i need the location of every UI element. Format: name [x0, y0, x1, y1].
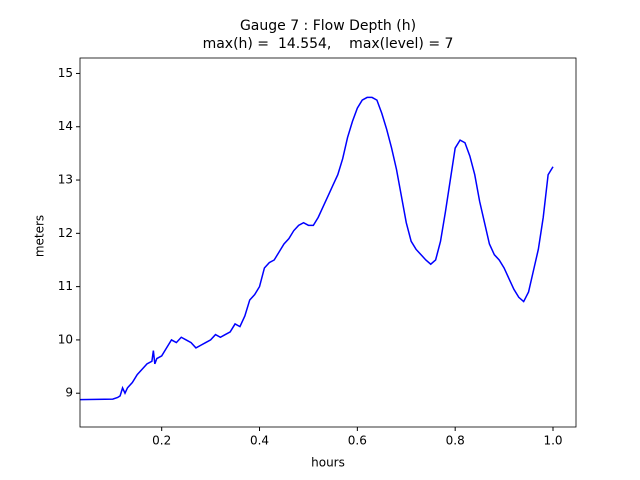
y-tick-label: 14	[58, 119, 73, 133]
y-tick-label: 9	[65, 386, 73, 400]
y-tick-label: 13	[58, 173, 73, 187]
x-axis-label: hours	[311, 456, 345, 470]
chart-title: Gauge 7 : Flow Depth (h)	[240, 18, 416, 34]
y-tick-label: 12	[58, 226, 73, 240]
x-tick-label: 0.8	[446, 434, 465, 448]
y-tick-label: 10	[58, 332, 73, 346]
x-tick-label: 1.0	[543, 434, 562, 448]
x-tick-label: 0.2	[152, 434, 171, 448]
y-axis-label: meters	[33, 215, 47, 257]
y-tick-label: 15	[58, 66, 73, 80]
x-tick-label: 0.4	[250, 434, 269, 448]
x-tick-label: 0.6	[348, 434, 367, 448]
data-line	[79, 96, 554, 401]
y-tick-label: 11	[58, 279, 73, 293]
chart-subtitle: max(h) = 14.554, max(level) = 7	[203, 36, 454, 52]
plot-frame	[79, 57, 577, 428]
